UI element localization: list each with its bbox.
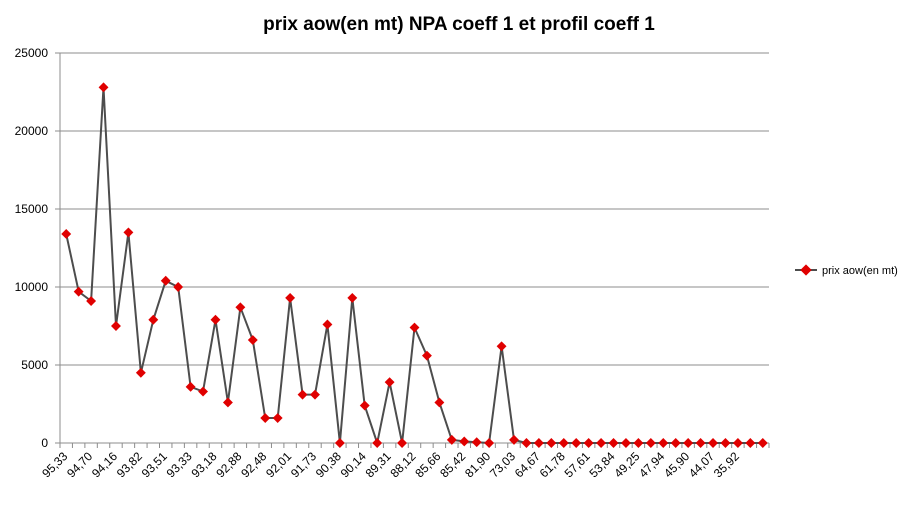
data-point [695, 438, 706, 448]
x-tick-label: 91,73 [288, 449, 319, 480]
x-tick-label: 64,67 [512, 449, 543, 480]
data-point [372, 438, 383, 448]
x-tick-label: 85,42 [437, 449, 468, 480]
data-point [260, 413, 271, 423]
data-point [185, 381, 196, 392]
x-tick-label: 89,31 [363, 449, 394, 480]
data-point [135, 367, 146, 378]
data-point [397, 438, 408, 448]
data-point [583, 438, 594, 448]
x-tick-label: 45,90 [661, 449, 692, 480]
data-point [446, 434, 457, 445]
x-tick-label: 35,92 [711, 449, 742, 480]
data-point [558, 438, 569, 448]
legend: prix aow(en mt) [795, 264, 898, 277]
data-point [745, 438, 756, 448]
data-point [633, 438, 644, 448]
x-tick-label: 53,84 [587, 449, 618, 480]
data-point [222, 397, 233, 408]
data-point [160, 275, 171, 286]
data-point [210, 314, 221, 325]
data-point [471, 437, 482, 448]
y-tick-label: 25000 [15, 46, 49, 60]
x-tick-label: 92,48 [238, 449, 269, 480]
x-tick-label: 61,78 [537, 449, 568, 480]
data-point [297, 389, 308, 400]
x-tick-label: 94,70 [64, 449, 95, 480]
y-tick-label: 0 [41, 436, 48, 450]
data-point [123, 227, 134, 238]
data-point [571, 438, 582, 448]
legend-label: prix aow(en mt) [822, 265, 898, 277]
x-tick-label: 93,51 [139, 449, 170, 480]
data-point [285, 292, 296, 303]
data-point [484, 438, 495, 448]
data-point [434, 397, 445, 408]
data-point [608, 438, 619, 448]
series-line [65, 86, 763, 444]
y-axis-ticks: 0 5000 10000 15000 20000 25000 [15, 46, 60, 450]
data-point [198, 386, 208, 397]
data-point [334, 438, 345, 448]
data-point [421, 350, 432, 361]
x-tick-label: 73,03 [487, 449, 518, 480]
data-point [621, 438, 631, 448]
data-point [533, 438, 544, 448]
x-tick-label: 92,88 [213, 449, 244, 480]
x-tick-label: 47,94 [636, 449, 667, 480]
data-point [732, 438, 743, 448]
data-point [111, 321, 121, 331]
x-tick-label: 90,38 [313, 449, 344, 480]
x-tick-label: 92,01 [263, 449, 294, 480]
data-point [509, 434, 519, 445]
gridlines [60, 52, 769, 366]
data-point [645, 438, 656, 448]
y-tick-label: 20000 [15, 124, 49, 138]
data-point [708, 438, 718, 448]
x-tick-label: 57,61 [562, 449, 593, 480]
x-tick-label: 81,90 [462, 449, 493, 480]
x-tick-label: 88,12 [387, 449, 418, 480]
data-point [173, 282, 184, 292]
data-point [347, 292, 358, 303]
data-point [409, 322, 420, 333]
y-tick-label: 15000 [15, 202, 49, 216]
x-tick-label: 93,18 [188, 449, 219, 480]
data-point [61, 229, 72, 239]
data-point [757, 438, 768, 448]
data-point [658, 438, 669, 448]
data-point [670, 438, 681, 448]
x-tick-label: 85,66 [412, 449, 443, 480]
data-point [459, 436, 470, 447]
data-point [546, 438, 557, 448]
y-tick-label: 10000 [15, 280, 49, 294]
x-tick-label: 93,33 [164, 449, 195, 480]
data-point [322, 319, 333, 330]
x-tick-label: 94,16 [89, 449, 120, 480]
legend-marker-swatch [800, 264, 812, 276]
data-point [359, 400, 370, 411]
data-point [683, 438, 694, 448]
data-point [272, 413, 283, 423]
data-point [720, 438, 731, 448]
data-point [98, 82, 109, 93]
x-tick-label: 93,82 [114, 449, 145, 480]
chart-title: prix aow(en mt) NPA coeff 1 et profil co… [263, 14, 655, 35]
data-point [148, 314, 159, 325]
data-point [596, 438, 607, 448]
x-tick-label: 95,33 [39, 449, 70, 480]
data-series [61, 82, 768, 448]
x-tick-label: 44,07 [686, 449, 717, 480]
data-point [521, 438, 532, 448]
data-point [496, 341, 507, 352]
x-tick-label: 49,25 [611, 449, 642, 480]
data-point [235, 302, 246, 313]
x-tick-label: 90,14 [338, 449, 369, 480]
data-point [247, 335, 258, 345]
data-point [310, 389, 320, 400]
data-point [384, 377, 395, 388]
y-tick-label: 5000 [21, 358, 48, 372]
